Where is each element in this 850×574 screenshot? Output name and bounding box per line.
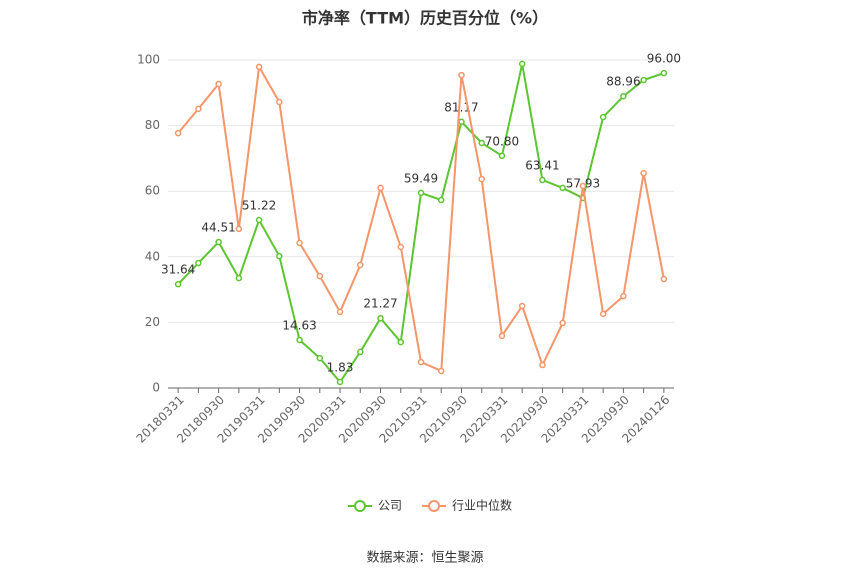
y-tick-label: 80 [145, 118, 160, 132]
point [599, 310, 607, 318]
value-label: 21.27 [363, 297, 397, 311]
point [518, 60, 526, 68]
point [478, 175, 485, 183]
y-tick-label: 100 [137, 53, 160, 67]
point [357, 348, 364, 356]
point [660, 69, 668, 77]
point [316, 354, 324, 362]
y-tick-label: 20 [145, 315, 160, 329]
value-label: 70.80 [485, 134, 519, 148]
point [195, 259, 202, 267]
value-label: 88.96 [606, 75, 640, 89]
point [336, 378, 344, 386]
point [296, 336, 303, 344]
value-label: 51.22 [242, 198, 276, 212]
legend-label: 公司 [378, 499, 402, 513]
point [620, 292, 627, 300]
point [437, 367, 445, 375]
point [276, 252, 283, 260]
point [377, 184, 384, 192]
y-tick-label: 0 [152, 381, 160, 395]
point [579, 182, 587, 190]
point [174, 280, 182, 288]
point [640, 169, 647, 177]
point [235, 274, 243, 282]
point [174, 129, 182, 137]
point [478, 139, 485, 147]
point [235, 225, 243, 233]
point [640, 76, 647, 84]
legend-label: 行业中位数 [452, 498, 512, 513]
series-line [177, 63, 665, 384]
value-label: 63.41 [525, 159, 559, 173]
legend-symbol [354, 500, 366, 512]
point [539, 176, 546, 184]
point [195, 105, 202, 113]
y-tick-label: 40 [145, 249, 160, 263]
point [559, 184, 566, 192]
value-label: 81.17 [444, 100, 478, 114]
point [518, 302, 526, 310]
series-line [177, 63, 665, 373]
point [397, 338, 405, 346]
point [599, 113, 607, 121]
point [498, 152, 506, 160]
point [316, 272, 324, 280]
point [215, 238, 222, 246]
point [397, 243, 405, 251]
value-label: 14.63 [282, 319, 316, 333]
point [660, 275, 668, 283]
point [296, 239, 303, 247]
point [539, 361, 546, 369]
point [458, 71, 465, 79]
point [377, 314, 384, 322]
point [417, 189, 425, 197]
legend-symbol [428, 500, 441, 512]
value-label: 44.51 [201, 221, 235, 235]
value-label: 96.00 [647, 52, 681, 66]
value-label: 59.49 [404, 171, 438, 185]
source: 数据来源：恒生聚源 [366, 551, 483, 566]
point [417, 358, 425, 366]
point [437, 196, 445, 204]
point [620, 92, 627, 100]
value-label: 31.64 [161, 263, 195, 277]
point [255, 216, 263, 224]
point [336, 308, 344, 316]
value-label: 1.83 [327, 360, 354, 374]
point [276, 98, 283, 106]
point [215, 80, 222, 88]
point [559, 319, 566, 327]
point [498, 332, 506, 340]
point [458, 118, 465, 126]
y-tick-label: 60 [145, 184, 160, 198]
point [357, 261, 364, 269]
point [255, 63, 263, 71]
chart-title: 市净率（TTM）历史百分位（%） [302, 9, 548, 28]
